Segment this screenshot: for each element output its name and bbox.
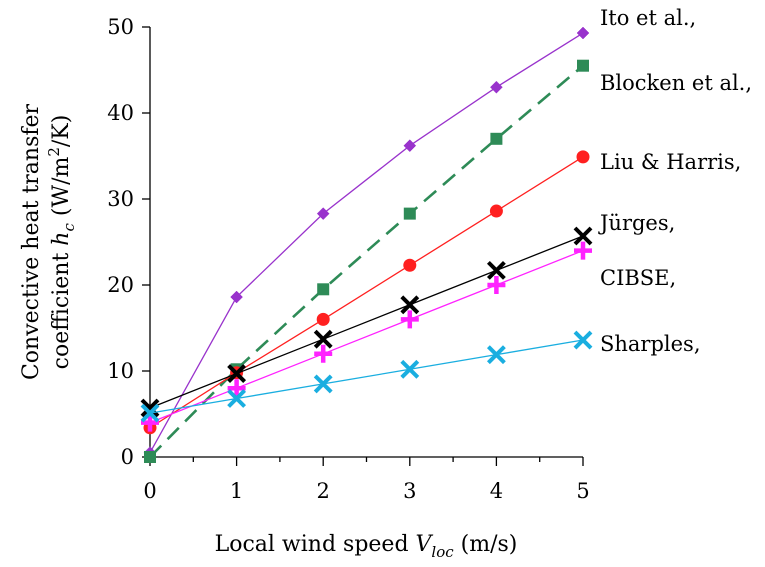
series-line [149, 32, 584, 454]
data-point [144, 451, 156, 463]
axis-title-part: /K) [49, 115, 74, 147]
data-point [140, 403, 160, 423]
data-point [317, 283, 330, 296]
y-axis-title-line1: Convective heat transfer [19, 103, 44, 380]
y-axis-title-line2: coefficient hc (W/m2/K) [45, 115, 78, 370]
series-line [149, 235, 584, 409]
series-line [149, 339, 584, 414]
data-point [490, 80, 503, 94]
series-layer [140, 26, 593, 463]
data-point [403, 258, 417, 272]
data-point [486, 345, 506, 365]
series-label: Jürges, [598, 211, 675, 235]
data-point [230, 290, 243, 304]
series-1 [144, 59, 589, 463]
data-point [573, 330, 593, 350]
data-point [489, 204, 503, 218]
axis-title-part: Local wind speed [215, 532, 416, 557]
series-label: CIBSE, [600, 266, 676, 290]
x-axis-title: Local wind speed Vloc (m/s) [215, 532, 518, 561]
data-point [403, 207, 416, 220]
series-line [149, 64, 584, 458]
data-point [316, 312, 330, 326]
y-tick-label: 20 [107, 273, 134, 297]
data-point [314, 344, 333, 363]
data-point [400, 295, 420, 315]
data-point [227, 389, 247, 408]
data-point [313, 374, 333, 394]
series-label: Sharples, [600, 332, 701, 356]
axis-title-part: c [60, 223, 78, 232]
axis-titles: Local wind speed Vloc (m/s) Convective he… [19, 103, 517, 561]
axis-title-part: (W/m [49, 157, 74, 224]
data-point [313, 329, 333, 349]
x-tick-label: 1 [230, 479, 243, 503]
y-tick-label: 40 [107, 101, 134, 125]
x-tick-label: 0 [143, 479, 156, 503]
data-point [227, 364, 247, 383]
y-tick-label: 50 [107, 15, 134, 39]
series-2 [143, 150, 590, 435]
series-label: Ito et al., [600, 6, 696, 30]
axis-title-part: h [49, 232, 74, 246]
data-point [316, 207, 330, 220]
y-tick-label: 10 [107, 359, 134, 383]
data-point [577, 59, 589, 72]
y-tick-label: 0 [121, 445, 134, 469]
series-line [149, 156, 584, 429]
data-point [227, 379, 246, 398]
series-4 [141, 241, 592, 432]
y-tick-label: 30 [107, 187, 134, 211]
axis-title-part: coefficient [49, 246, 74, 370]
series-3 [140, 226, 593, 418]
series-labels: Ito et al., Blocken et al., Liu & Harris, J… [598, 6, 752, 356]
data-point [403, 139, 417, 153]
x-tick-label: 5 [576, 479, 589, 503]
x-tick-label: 4 [490, 479, 503, 503]
x-tick-label: 2 [317, 479, 330, 503]
series-line [149, 249, 584, 424]
data-point [486, 260, 506, 280]
data-point [576, 26, 590, 40]
data-point [573, 226, 593, 246]
axis-title-part: (m/s) [454, 532, 518, 557]
series-label: Liu & Harris, [600, 150, 741, 174]
series-label: Blocken et al., [600, 71, 752, 95]
data-point [574, 241, 592, 260]
data-point [576, 150, 590, 164]
data-point [487, 276, 506, 294]
data-point [400, 310, 419, 329]
series-5 [140, 330, 593, 423]
data-point [140, 398, 160, 418]
axis-title-part: loc [431, 543, 454, 561]
data-point [141, 413, 159, 432]
data-point [490, 132, 503, 145]
data-point [400, 359, 420, 379]
x-tick-label: 3 [403, 479, 416, 503]
axis-title-part: 2 [45, 147, 63, 157]
axis-title-part: V [416, 532, 434, 557]
